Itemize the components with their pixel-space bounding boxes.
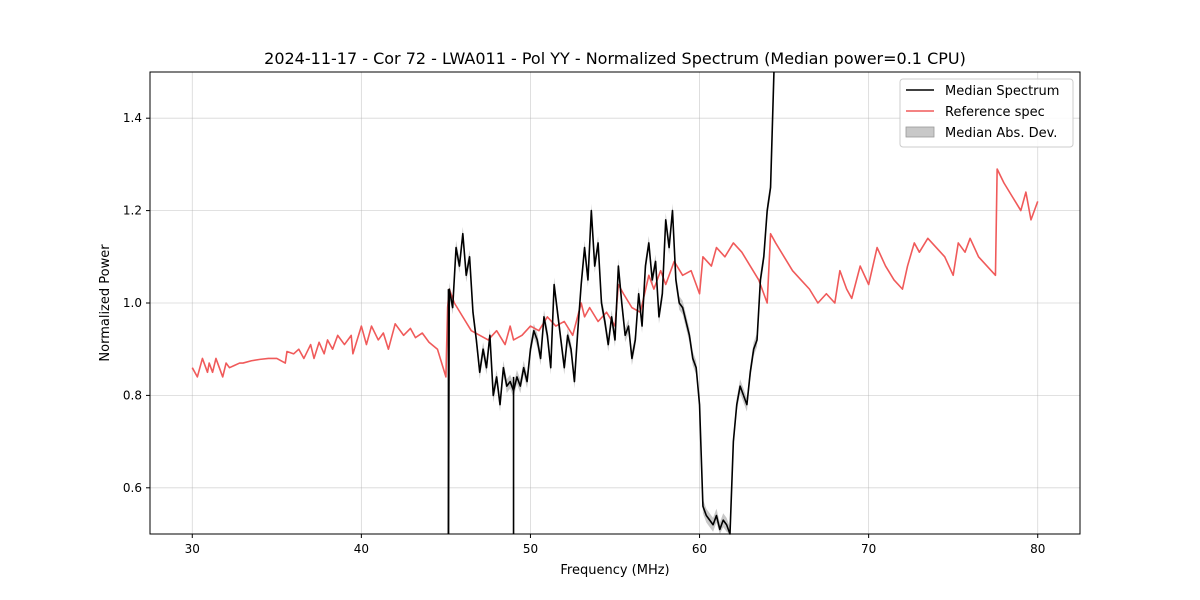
legend-box (899, 78, 1074, 148)
chart-title: 2024-11-17 - Cor 72 - LWA011 - Pol YY - … (264, 49, 966, 68)
x-tick-label: 30 (185, 542, 200, 556)
ticks: 30 40 50 60 70 80 0.6 0.8 1.0 1.2 1.4 (123, 111, 1045, 556)
x-tick-label: 40 (354, 542, 369, 556)
y-tick-label: 0.6 (123, 481, 142, 495)
y-tick-label: 1.4 (123, 111, 142, 125)
y-tick-label: 1.2 (123, 204, 142, 218)
x-tick-label: 50 (523, 542, 538, 556)
y-tick-label: 1.0 (123, 296, 142, 310)
y-tick-label: 0.8 (123, 388, 142, 402)
median-spectrum-line (447, 71, 775, 535)
series-lines (191, 71, 1039, 535)
legend-mad-swatch (905, 126, 935, 138)
x-tick-label: 70 (861, 542, 876, 556)
y-axis-label: Normalized Power (98, 244, 113, 362)
x-tick-label: 80 (1030, 542, 1045, 556)
x-tick-label: 60 (692, 542, 707, 556)
legend: Median Spectrum Reference spec Median Ab… (899, 78, 1074, 148)
reference-spec-line (191, 168, 1039, 378)
legend-mad-label: Median Abs. Dev. (945, 126, 1057, 141)
legend-reference-label: Reference spec (945, 105, 1045, 120)
grid (150, 72, 1080, 534)
x-axis-label: Frequency (MHz) (560, 563, 669, 578)
legend-median-label: Median Spectrum (945, 84, 1059, 99)
